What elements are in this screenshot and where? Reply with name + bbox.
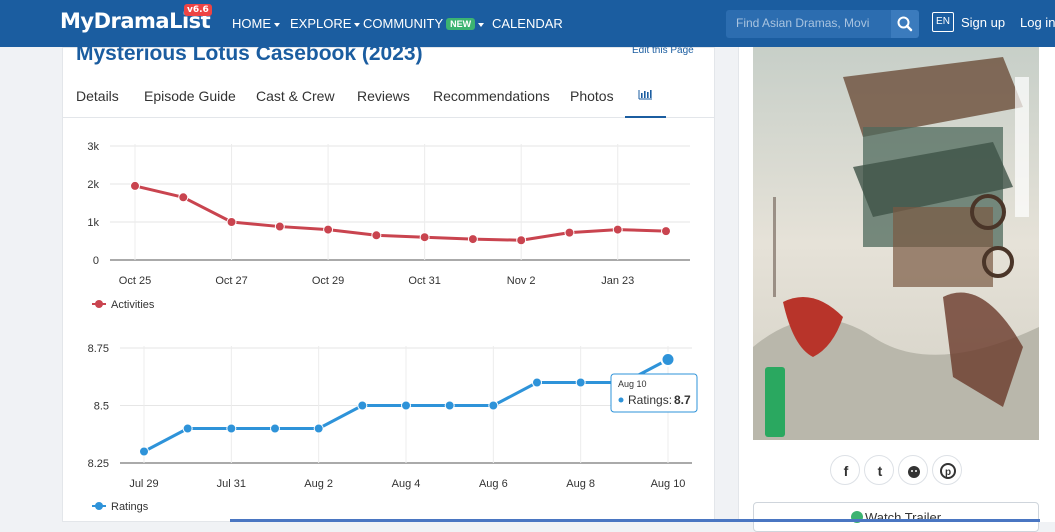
reddit-icon	[908, 466, 920, 478]
tab-episode-guide[interactable]: Episode Guide	[144, 88, 236, 104]
login-link[interactable]: Log in	[1020, 15, 1055, 30]
tab-bar	[62, 72, 715, 118]
tab-statistics[interactable]	[625, 72, 666, 118]
chevron-down-icon	[354, 22, 361, 27]
nav-community[interactable]: COMMUNITY NEW	[363, 16, 485, 31]
twitter-icon: t	[878, 463, 883, 479]
tab-reviews[interactable]: Reviews	[357, 88, 410, 104]
chevron-down-icon	[274, 22, 280, 27]
search-button[interactable]	[891, 10, 919, 38]
reddit-share-button[interactable]	[898, 455, 928, 485]
page-title: Mysterious Lotus Casebook (2023)	[76, 42, 423, 65]
signup-link[interactable]: Sign up	[961, 15, 1006, 30]
nav-community-label: COMMUNITY	[363, 16, 444, 31]
tab-details[interactable]: Details	[76, 88, 119, 104]
tab-recommendations[interactable]: Recommendations	[433, 88, 550, 104]
twitter-share-button[interactable]: t	[864, 455, 894, 485]
search-placeholder: Find Asian Dramas, Movi	[736, 16, 870, 30]
facebook-glyph: f	[844, 463, 849, 479]
nav-home-label: HOME	[232, 16, 271, 31]
horizontal-scrollbar[interactable]	[230, 519, 1040, 522]
nav-calendar[interactable]: CALENDAR	[492, 16, 563, 31]
facebook-share-button[interactable]: f	[830, 455, 860, 485]
poster-image	[753, 47, 1039, 440]
watch-trailer-button[interactable]: Watch Trailer	[753, 502, 1039, 532]
pinterest-share-button[interactable]: p	[932, 455, 962, 485]
bar-chart-icon	[638, 90, 652, 100]
twitter-glyph: t	[878, 463, 883, 479]
site-logo[interactable]: MyDramaList v6.6	[60, 4, 212, 33]
facebook-icon: f	[844, 463, 849, 479]
version-badge: v6.6	[184, 4, 212, 16]
nav-calendar-label: CALENDAR	[492, 16, 563, 31]
pinterest-icon: p	[940, 463, 956, 479]
search-icon	[897, 16, 913, 32]
new-badge: NEW	[446, 18, 476, 30]
nav-explore[interactable]: EXPLORE	[290, 16, 361, 31]
drama-poster[interactable]	[753, 47, 1039, 440]
nav-home[interactable]: HOME	[232, 16, 280, 31]
pinterest-glyph: p	[945, 467, 951, 478]
tab-cast-crew[interactable]: Cast & Crew	[256, 88, 335, 104]
main-content-box	[62, 47, 715, 522]
search-input[interactable]: Find Asian Dramas, Movi	[726, 10, 892, 38]
chevron-down-icon	[478, 22, 485, 27]
edit-page-link[interactable]: Edit this Page	[632, 45, 694, 56]
tab-photos[interactable]: Photos	[570, 88, 614, 104]
nav-explore-label: EXPLORE	[290, 16, 352, 31]
language-selector[interactable]: EN	[932, 12, 954, 32]
watch-trailer-label: Watch Trailer	[864, 510, 942, 525]
